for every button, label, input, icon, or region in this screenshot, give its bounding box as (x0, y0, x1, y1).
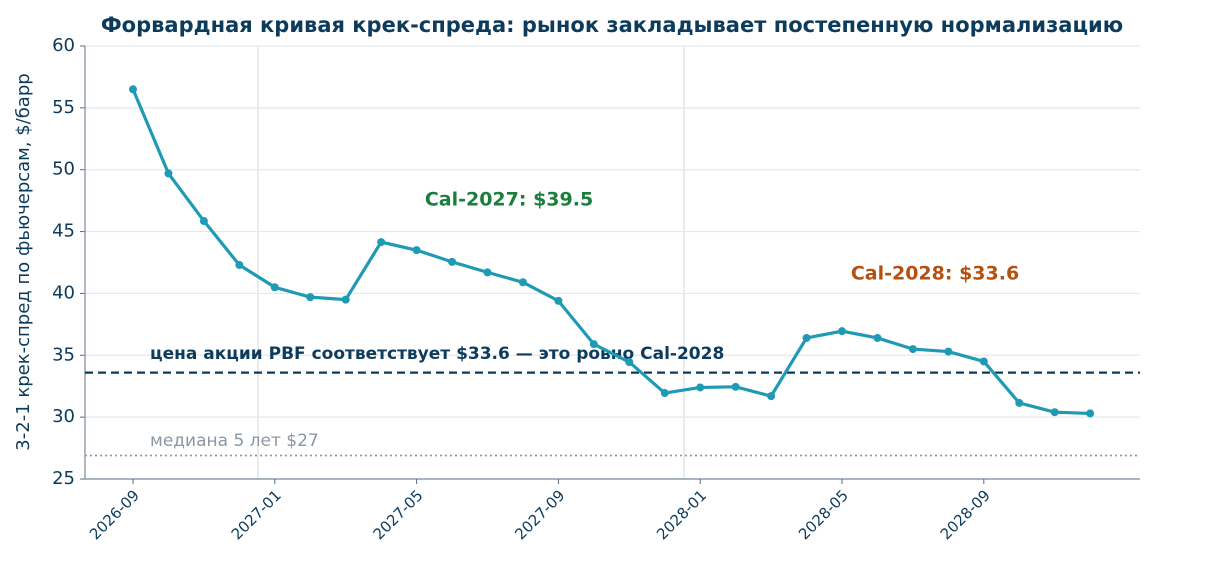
point (589, 340, 598, 349)
x-tick-label: 2027-05 (370, 486, 427, 543)
line (131, 88, 1091, 416)
point (979, 357, 988, 366)
point (767, 392, 776, 401)
point (448, 257, 457, 266)
point (306, 293, 315, 302)
point (235, 260, 244, 269)
y-tick-label: 30 (52, 406, 75, 427)
chart-title: Форвардная кривая крек-спреда: рынок зак… (101, 13, 1123, 37)
x-tick-label: 2027-01 (228, 486, 285, 543)
x-tick-label: 2028-01 (653, 486, 710, 543)
reference-label: цена акции PBF соответствует $33.6 — это… (150, 344, 724, 364)
point (554, 296, 563, 305)
point (731, 382, 740, 391)
x-tick-label: 2028-05 (795, 486, 852, 543)
y-tick-label: 55 (52, 97, 75, 118)
point (1015, 398, 1024, 407)
x-tick-label: 2027-09 (511, 486, 568, 543)
point (377, 238, 386, 247)
point (908, 345, 917, 354)
annotation: Cal-2028: $33.6 (851, 263, 1019, 285)
y-tick-label: 35 (52, 344, 75, 365)
x-tick-label: 2026-09 (86, 486, 143, 543)
point (164, 169, 173, 178)
point (944, 347, 953, 356)
point (199, 217, 208, 226)
x-tick-label: 2028-09 (937, 486, 994, 543)
point (1050, 408, 1059, 417)
point (518, 278, 527, 287)
point (660, 389, 669, 398)
point (129, 85, 137, 94)
point (625, 358, 634, 367)
y-tick-label: 45 (52, 221, 75, 242)
y-tick-label: 50 (52, 159, 75, 180)
point (412, 246, 421, 255)
y-tick-label: 25 (52, 468, 75, 489)
y-tick-label: 40 (52, 282, 75, 303)
point (696, 383, 705, 392)
reference-label: медиана 5 лет $27 (150, 431, 319, 451)
point (838, 327, 846, 336)
point (1086, 409, 1095, 418)
annotation: Cal-2027: $39.5 (425, 189, 593, 211)
point (341, 295, 350, 304)
y-tick-label: 60 (52, 35, 75, 56)
point (483, 268, 492, 277)
point (270, 283, 279, 292)
point (873, 333, 882, 342)
point (802, 333, 811, 342)
y-axis-label: 3-2-1 крек-спред по фьючерсам, $/барр (13, 73, 34, 450)
